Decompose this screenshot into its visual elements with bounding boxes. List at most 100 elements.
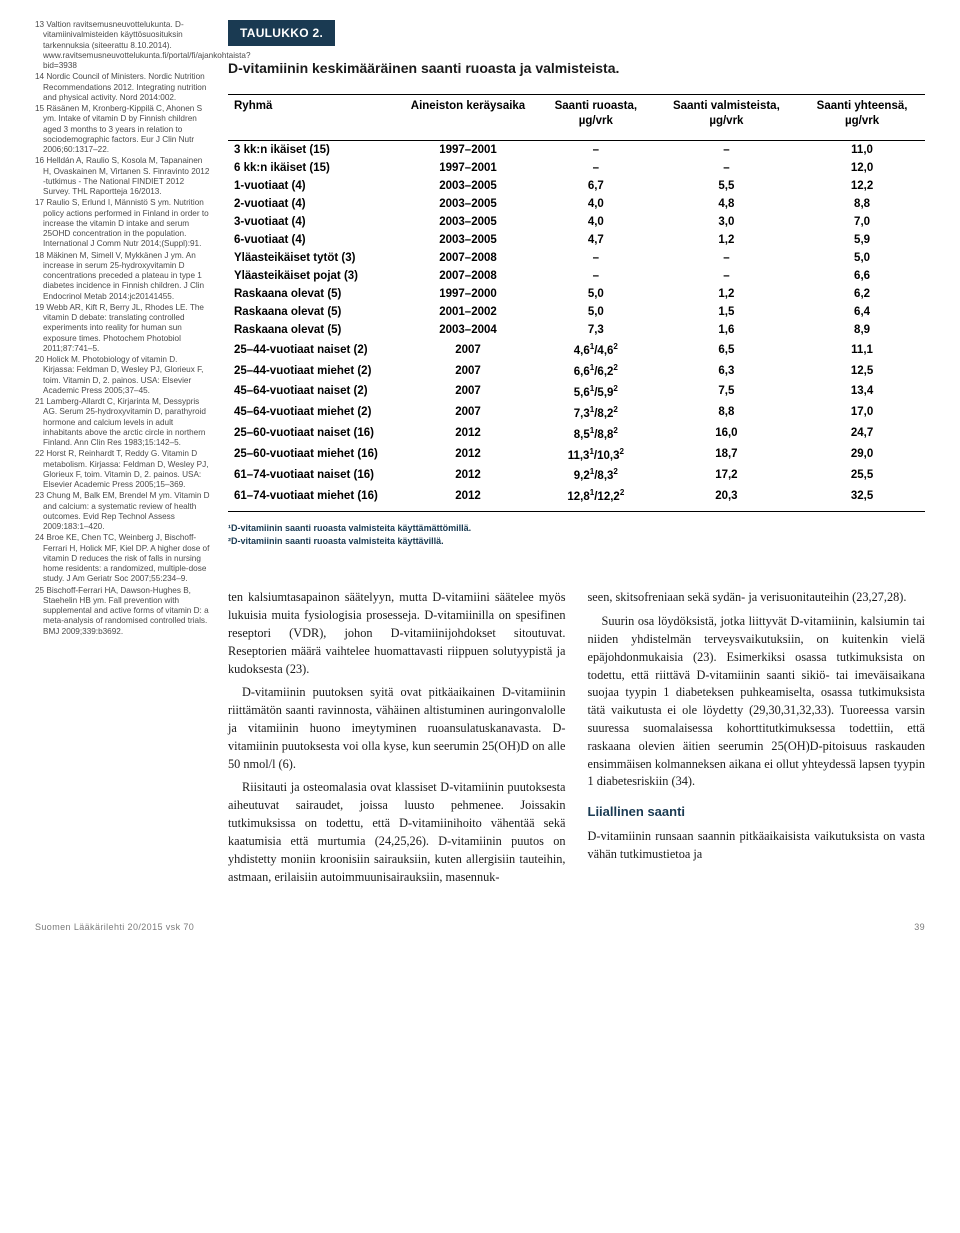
reference-item: 21 Lamberg-Allardt C, Kirjarinta M, Dess… <box>35 397 210 448</box>
reference-item: 24 Broe KE, Chen TC, Weinberg J, Bischof… <box>35 533 210 584</box>
references-column: 13 Valtion ravitsemusneuvottelukunta. D-… <box>35 20 210 892</box>
table-cell: 45–64-vuotiaat miehet (2) <box>228 402 398 423</box>
table-cell: – <box>654 267 799 285</box>
table-row: 45–64-vuotiaat miehet (2)20077,31/8,228,… <box>228 402 925 423</box>
table-cell: 6,61/6,22 <box>538 360 654 381</box>
table-cell: 6 kk:n ikäiset (15) <box>228 159 398 177</box>
table-row: 3 kk:n ikäiset (15)1997–2001––11,0 <box>228 141 925 160</box>
table-cell: 32,5 <box>799 485 925 511</box>
table-cell: 6,6 <box>799 267 925 285</box>
table-cell: 1,6 <box>654 321 799 339</box>
table-cell: 2007–2008 <box>398 249 538 267</box>
table-cell: 6,5 <box>654 339 799 360</box>
table-cell: Raskaana olevat (5) <box>228 303 398 321</box>
table-cell: – <box>654 159 799 177</box>
table-cell: 7,3 <box>538 321 654 339</box>
table-row: 25–60-vuotiaat miehet (16)201211,31/10,3… <box>228 444 925 465</box>
table-cell: 25–44-vuotiaat miehet (2) <box>228 360 398 381</box>
table-cell: 5,61/5,92 <box>538 381 654 402</box>
paragraph: D-vitamiinin runsaan saannin pitkäaikais… <box>588 828 926 864</box>
table-cell: 8,9 <box>799 321 925 339</box>
table-label: TAULUKKO 2. <box>228 20 335 46</box>
table-cell: 5,9 <box>799 231 925 249</box>
table-cell: Raskaana olevat (5) <box>228 321 398 339</box>
reference-item: 16 Helldán A, Raulio S, Kosola M, Tapana… <box>35 156 210 197</box>
section-heading: Liiallinen saanti <box>588 803 926 822</box>
table-cell: 25–60-vuotiaat naiset (16) <box>228 423 398 444</box>
table-cell: 18,7 <box>654 444 799 465</box>
reference-item: 18 Mäkinen M, Simell V, Mykkänen J ym. A… <box>35 251 210 302</box>
table-cell: 7,5 <box>654 381 799 402</box>
table-cell: 2003–2005 <box>398 213 538 231</box>
table-cell: 1997–2001 <box>398 159 538 177</box>
page-footer: Suomen Lääkärilehti 20/2015 vsk 70 39 <box>35 922 925 932</box>
table-row: 6-vuotiaat (4)2003–20054,71,25,9 <box>228 231 925 249</box>
table-cell: – <box>538 249 654 267</box>
reference-item: 22 Horst R, Reinhardt T, Reddy G. Vitami… <box>35 449 210 490</box>
table-cell: 3-vuotiaat (4) <box>228 213 398 231</box>
table-row: Raskaana olevat (5)2003–20047,31,68,9 <box>228 321 925 339</box>
reference-item: 13 Valtion ravitsemusneuvottelukunta. D-… <box>35 20 210 71</box>
reference-item: 14 Nordic Council of Ministers. Nordic N… <box>35 72 210 103</box>
paragraph: Suurin osa löydöksistä, jotka liittyvät … <box>588 613 926 791</box>
table-cell: 2012 <box>398 423 538 444</box>
table-cell: 2003–2004 <box>398 321 538 339</box>
table-cell: 2007 <box>398 339 538 360</box>
table-cell: 6,4 <box>799 303 925 321</box>
table-caption: D-vitamiinin keskimääräinen saanti ruoas… <box>228 60 925 76</box>
table-row: 25–60-vuotiaat naiset (16)20128,51/8,821… <box>228 423 925 444</box>
table-cell: 3 kk:n ikäiset (15) <box>228 141 398 160</box>
page-number: 39 <box>914 922 925 932</box>
table-header: Saanti yhteensä,µg/vrk <box>799 95 925 137</box>
table-cell: 11,31/10,32 <box>538 444 654 465</box>
table-cell: 1997–2001 <box>398 141 538 160</box>
table-cell: 7,0 <box>799 213 925 231</box>
table-cell: 8,8 <box>799 195 925 213</box>
table-cell: 9,21/8,32 <box>538 464 654 485</box>
table-row: Yläasteikäiset pojat (3)2007–2008––6,6 <box>228 267 925 285</box>
table-cell: 4,61/4,62 <box>538 339 654 360</box>
table-cell: 4,0 <box>538 195 654 213</box>
table-cell: 2001–2002 <box>398 303 538 321</box>
table-row: 61–74-vuotiaat naiset (16)20129,21/8,321… <box>228 464 925 485</box>
reference-item: 15 Räsänen M, Kronberg-Kippilä C, Ahonen… <box>35 104 210 155</box>
paragraph: D-vitamiinin puutoksen syitä ovat pitkäa… <box>228 684 566 773</box>
table-cell: 1-vuotiaat (4) <box>228 177 398 195</box>
table-cell: 17,2 <box>654 464 799 485</box>
journal-info: Suomen Lääkärilehti 20/2015 vsk 70 <box>35 922 194 932</box>
table-cell: 17,0 <box>799 402 925 423</box>
table-cell: 6,3 <box>654 360 799 381</box>
table-cell: 11,0 <box>799 141 925 160</box>
table-header: Saanti ruoasta,µg/vrk <box>538 95 654 137</box>
table-cell: 2012 <box>398 485 538 511</box>
body-column-right: seen, skitsofreniaan sekä sydän- ja veri… <box>588 589 926 892</box>
table-cell: 2007 <box>398 360 538 381</box>
table-cell: 6-vuotiaat (4) <box>228 231 398 249</box>
table-cell: – <box>538 267 654 285</box>
table-cell: 11,1 <box>799 339 925 360</box>
table-cell: 29,0 <box>799 444 925 465</box>
reference-item: 17 Raulio S, Erlund I, Männistö S ym. Nu… <box>35 198 210 249</box>
table-cell: 2007 <box>398 381 538 402</box>
table-cell: 6,2 <box>799 285 925 303</box>
table-row: 25–44-vuotiaat miehet (2)20076,61/6,226,… <box>228 360 925 381</box>
table-cell: 3,0 <box>654 213 799 231</box>
table-cell: 4,8 <box>654 195 799 213</box>
table-cell: 2012 <box>398 464 538 485</box>
table-header: Ryhmä <box>228 95 398 137</box>
table-cell: 20,3 <box>654 485 799 511</box>
table-row: 1-vuotiaat (4)2003–20056,75,512,2 <box>228 177 925 195</box>
table-cell: 24,7 <box>799 423 925 444</box>
table-cell: 5,0 <box>538 303 654 321</box>
table-cell: 2003–2005 <box>398 231 538 249</box>
table-cell: Yläasteikäiset tytöt (3) <box>228 249 398 267</box>
reference-item: 23 Chung M, Balk EM, Brendel M ym. Vitam… <box>35 491 210 532</box>
table-cell: 4,0 <box>538 213 654 231</box>
table-cell: 12,2 <box>799 177 925 195</box>
table-cell: 7,31/8,22 <box>538 402 654 423</box>
table-cell: 8,51/8,82 <box>538 423 654 444</box>
table-cell: 61–74-vuotiaat naiset (16) <box>228 464 398 485</box>
table-cell: 45–64-vuotiaat naiset (2) <box>228 381 398 402</box>
table-cell: 2012 <box>398 444 538 465</box>
footnote: ¹D-vitamiinin saanti ruoasta valmisteita… <box>228 522 925 535</box>
